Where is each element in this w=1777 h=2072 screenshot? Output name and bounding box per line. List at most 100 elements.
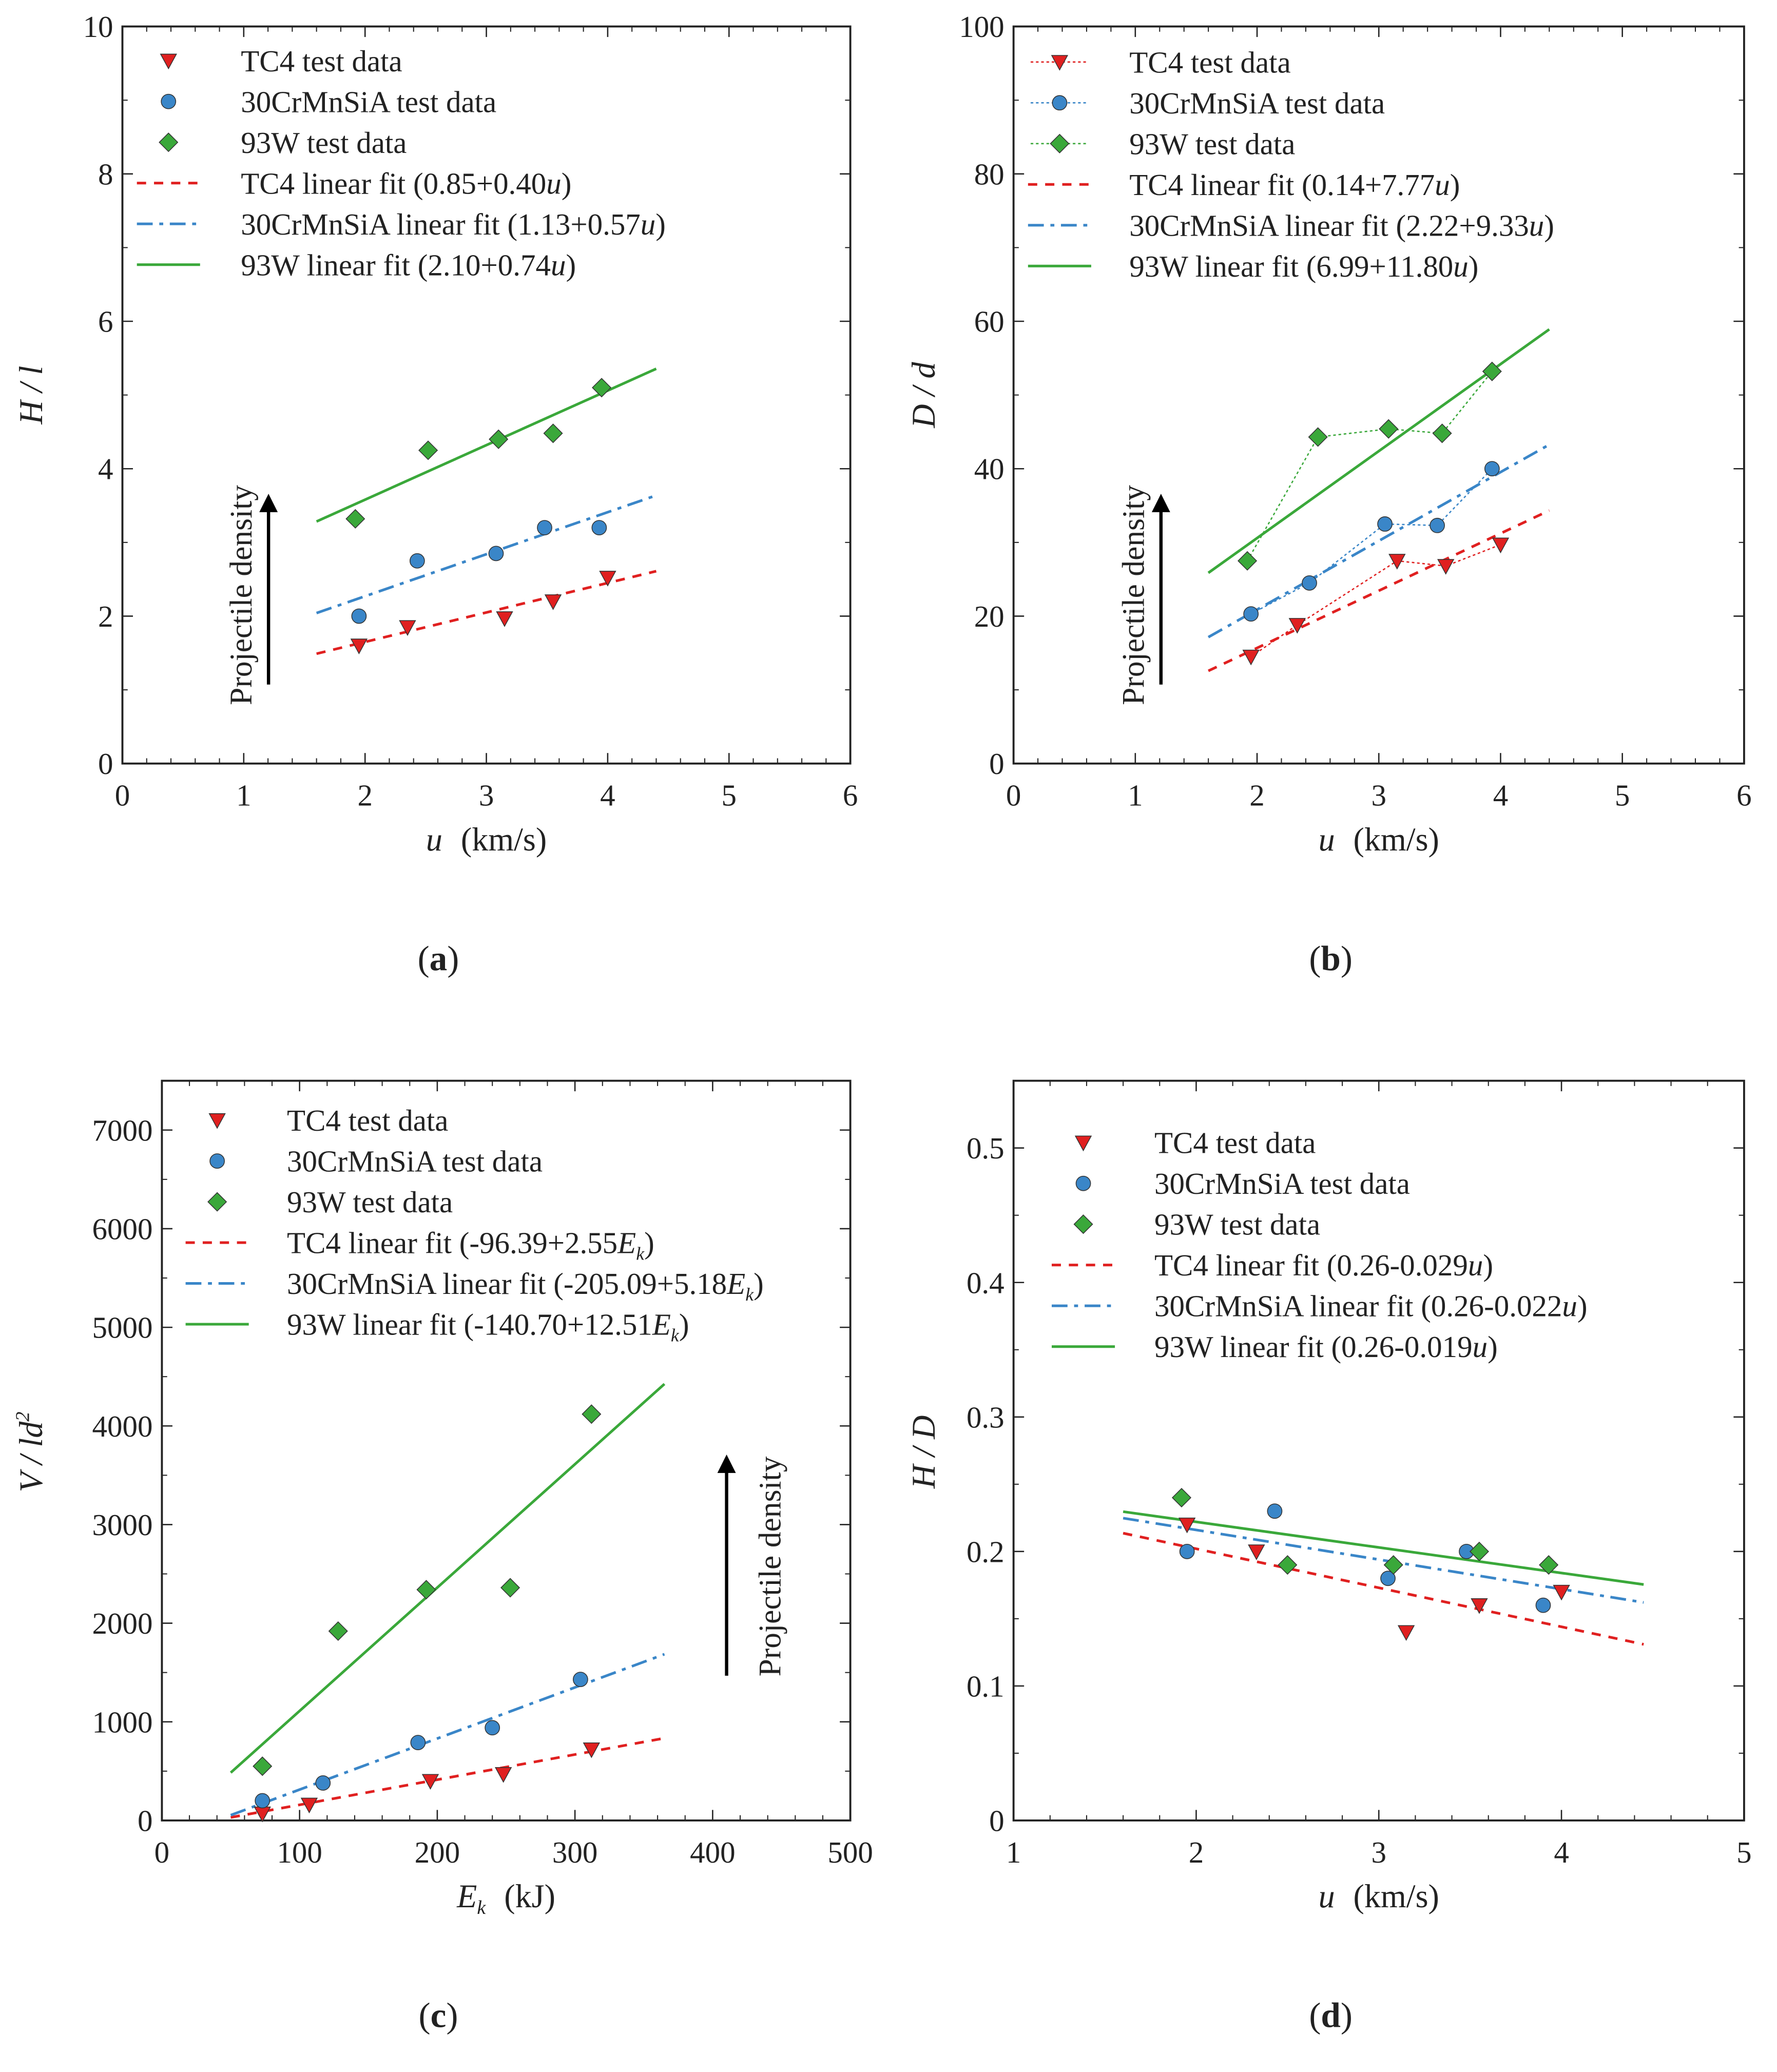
cr-data-point [1267,1503,1283,1519]
tc4-data-point [1437,559,1455,575]
caption-paren: ) [446,1996,458,2035]
legend-label: TC4 test data [287,1103,448,1137]
w-data-point [1308,427,1328,447]
y-axis-text: D / d [905,362,942,429]
tc4-data-point [1397,1625,1415,1641]
tc4-data-point [599,571,616,587]
legend-label: 30CrMnSiA test data [1154,1167,1410,1200]
y-tick-label: 7000 [92,1113,153,1147]
x-axis-label: u (km/s) [426,821,547,858]
legend-fit-variable: u [1468,1248,1483,1282]
cr-data-point [409,553,425,569]
w-data-point [1469,1541,1489,1561]
cr-data-point [1535,1597,1551,1613]
x-tick-label: 0 [154,1835,169,1869]
x-axis-unit: (kJ) [504,1878,555,1914]
w-data-point [489,429,509,449]
x-tick-label: 3 [1372,779,1386,812]
w-data-point [592,378,612,398]
legend-marker-w [159,132,179,152]
legend-fit-variable: u [1529,208,1544,242]
caption-letter: b [1321,938,1341,978]
legend-label: 93W linear fit (0.26-0.019u) [1154,1330,1498,1364]
legend-marker-cr [1052,95,1068,111]
panel-caption: (b) [1309,938,1353,978]
legend-marker-tc4 [208,1113,226,1129]
tc4-data-point [1248,1544,1265,1560]
legend-fit-tail: ) [1483,1248,1493,1282]
tc4-data-point [1388,554,1406,570]
tc4-data-point [544,594,562,610]
y-tick-label: 2000 [92,1606,153,1640]
arrow-up-icon [1151,493,1170,512]
legend-fit-tail: ) [1544,208,1554,242]
legend-fit-tail: ) [562,166,572,200]
legend-fit-text: TC4 linear fit (0.14+7.77 [1129,168,1435,202]
y-axis-text: H / D [905,1416,942,1489]
y-tick-label: 5000 [92,1311,153,1345]
cr-data-point [573,1672,588,1687]
x-tick-label: 3 [1372,1835,1386,1869]
cr-data-point [1380,1571,1396,1586]
y-tick-label: 4 [98,452,113,486]
legend-label: 30CrMnSiA test data [241,85,496,119]
caption-paren: ) [1341,1996,1353,2035]
caption-paren: ( [418,938,430,978]
cr-data-point [410,1735,426,1750]
w-data-point [1482,361,1502,381]
tc4-data-point [399,620,416,636]
cr-fit-line [316,494,657,614]
y-tick-label: 0 [989,747,1004,781]
tc4-fit-line [230,1737,665,1819]
tc4-fit-line [1123,1532,1644,1646]
cr-data-point [591,520,607,535]
legend: TC4 test data 30CrMnSiA test data 93W test… [137,44,666,282]
cr-data-point [537,520,552,535]
x-tick-label: 3 [479,779,494,812]
x-axis-subscript: k [477,1897,486,1919]
x-tick-label: 4 [1554,1835,1569,1869]
x-axis-variable: u [1319,821,1335,858]
legend-marker-cr [1075,1175,1091,1191]
legend-fit-text: 30CrMnSiA linear fit (0.26-0.022 [1154,1289,1562,1323]
cr-fit-line [230,1653,665,1816]
x-tick-label: 4 [600,779,615,812]
legend-marker-tc4 [1074,1135,1092,1152]
legend: TC4 test data 30CrMnSiA test data 93W test… [1051,1126,1588,1364]
x-tick-label: 2 [1249,779,1264,812]
legend-fit-tail: ) [1450,168,1460,202]
legend-fit-tail: ) [1469,249,1479,283]
y-axis-label: V / ld2 [12,1411,49,1492]
cr-data-point [1484,461,1500,477]
y-tick-label: 0 [138,1804,152,1837]
legend-fit-tail: ) [679,1308,689,1342]
cr-data-point [488,546,504,561]
x-tick-label: 6 [1736,779,1751,812]
tc4-data-point [1471,1598,1488,1614]
legend-fit-text: 30CrMnSiA linear fit (-205.09+5.18 [287,1267,727,1301]
legend-fit-variable: u [1473,1330,1488,1364]
legend-label: 93W test data [287,1185,453,1219]
x-tick-label: 1 [1128,779,1143,812]
caption-letter: a [430,938,448,978]
caption-letter: d [1321,1996,1341,2035]
chart-panel-a: 0 1 2 3 4 5 6 0 2 4 6 8 10 u (km/s) H / l (a) Projectile … [13,10,858,978]
legend-label: TC4 test data [1154,1126,1316,1160]
x-tick-label: 2 [357,779,372,812]
legend-fit-variable: u [641,207,655,241]
x-tick-label: 1 [236,779,251,812]
tc4-data-point [421,1774,439,1790]
y-tick-label: 4000 [92,1409,153,1443]
w-data-point [253,1756,273,1776]
legend-label: TC4 test data [241,44,402,78]
legend-fit-text: 93W linear fit (0.26-0.019 [1154,1330,1473,1364]
cr-data-point [1377,516,1393,532]
y-tick-label: 40 [974,452,1005,486]
w-fit-line [1123,1510,1644,1586]
y-tick-label: 0.2 [967,1535,1005,1568]
caption-paren: ( [1309,938,1321,978]
cr-data-point [351,608,367,624]
legend-label: 30CrMnSiA linear fit (1.13+0.57u) [241,207,666,241]
